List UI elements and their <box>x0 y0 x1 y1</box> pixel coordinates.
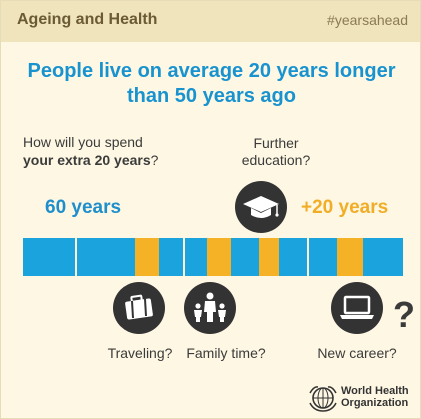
who-line-1: World Health <box>341 385 409 397</box>
laptop-icon <box>331 282 383 334</box>
question-mark: ? <box>393 294 415 335</box>
who-emblem-icon <box>309 386 337 412</box>
header-bar: Ageing and Health #yearsahead <box>1 1 420 42</box>
question-line-1: How will you spend <box>23 134 143 150</box>
question-line-2: your extra 20 years? <box>23 151 158 169</box>
further-education-line-1: Further <box>253 135 299 151</box>
timeline-segment <box>23 238 135 276</box>
timeline-segment <box>363 238 403 276</box>
family-icon <box>184 282 236 334</box>
timeline-segment-highlight <box>207 238 231 276</box>
question-tail: ? <box>150 152 159 168</box>
timeline-segment-highlight <box>259 238 279 276</box>
further-education-line-2: education? <box>241 152 311 168</box>
headline: People live on average 20 years longer t… <box>1 59 420 109</box>
family-time-caption: Family time? <box>186 345 266 361</box>
timeline-tick <box>75 238 77 276</box>
new-career-caption: New career? <box>317 345 397 361</box>
timeline-tick <box>307 238 309 276</box>
who-name: World Health Organization <box>341 385 409 409</box>
headline-line-1: People live on average 20 years longer <box>27 60 396 82</box>
graduation-cap-icon <box>235 181 287 233</box>
timeline-segment-highlight <box>135 238 159 276</box>
timeline-bar <box>23 238 403 276</box>
hashtag[interactable]: #yearsahead <box>327 12 408 28</box>
header-title: Ageing and Health <box>17 11 158 28</box>
traveling-caption: Traveling? <box>107 345 173 361</box>
timeline-tick <box>183 238 185 276</box>
question-emphasis: your extra 20 years <box>23 152 151 168</box>
who-logo: World Health Organization <box>308 381 418 417</box>
plus-twenty-years-label: +20 years <box>301 197 389 218</box>
sixty-years-label: 60 years <box>45 197 122 218</box>
timeline-segment-highlight <box>337 238 363 276</box>
luggage-icon <box>113 282 165 334</box>
further-education-caption: Further education? <box>221 135 331 169</box>
timeline-segment <box>231 238 259 276</box>
who-line-2: Organization <box>341 397 409 409</box>
headline-line-2: than 50 years ago <box>127 85 296 107</box>
question-text: How will you spend your extra 20 years? <box>23 133 158 169</box>
